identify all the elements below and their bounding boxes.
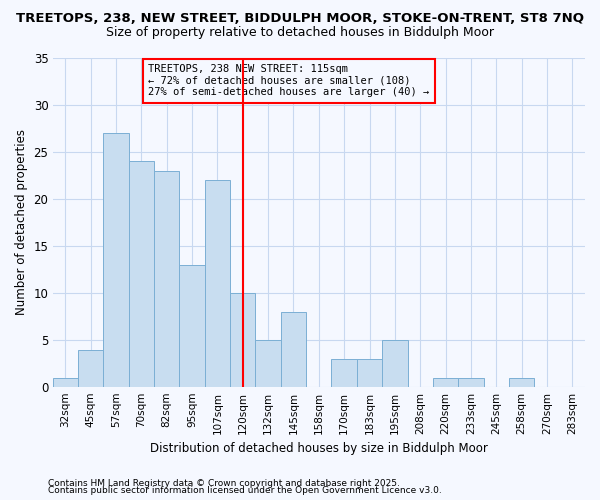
Bar	[205, 180, 230, 388]
Text: TREETOPS, 238 NEW STREET: 115sqm
← 72% of detached houses are smaller (108)
27% : TREETOPS, 238 NEW STREET: 115sqm ← 72% o…	[148, 64, 430, 98]
Text: Size of property relative to detached houses in Biddulph Moor: Size of property relative to detached ho…	[106, 26, 494, 39]
Bar	[103, 133, 128, 388]
Bar	[433, 378, 458, 388]
Bar	[256, 340, 281, 388]
Bar	[281, 312, 306, 388]
Text: Contains HM Land Registry data © Crown copyright and database right 2025.: Contains HM Land Registry data © Crown c…	[48, 478, 400, 488]
Bar	[382, 340, 407, 388]
Bar	[179, 265, 205, 388]
Y-axis label: Number of detached properties: Number of detached properties	[15, 130, 28, 316]
Text: Contains public sector information licensed under the Open Government Licence v3: Contains public sector information licen…	[48, 486, 442, 495]
Bar	[128, 161, 154, 388]
Bar	[78, 350, 103, 388]
Bar	[357, 359, 382, 388]
X-axis label: Distribution of detached houses by size in Biddulph Moor: Distribution of detached houses by size …	[150, 442, 488, 455]
Bar	[331, 359, 357, 388]
Bar	[230, 293, 256, 388]
Bar	[53, 378, 78, 388]
Bar	[154, 170, 179, 388]
Bar	[458, 378, 484, 388]
Bar	[509, 378, 534, 388]
Text: TREETOPS, 238, NEW STREET, BIDDULPH MOOR, STOKE-ON-TRENT, ST8 7NQ: TREETOPS, 238, NEW STREET, BIDDULPH MOOR…	[16, 12, 584, 26]
